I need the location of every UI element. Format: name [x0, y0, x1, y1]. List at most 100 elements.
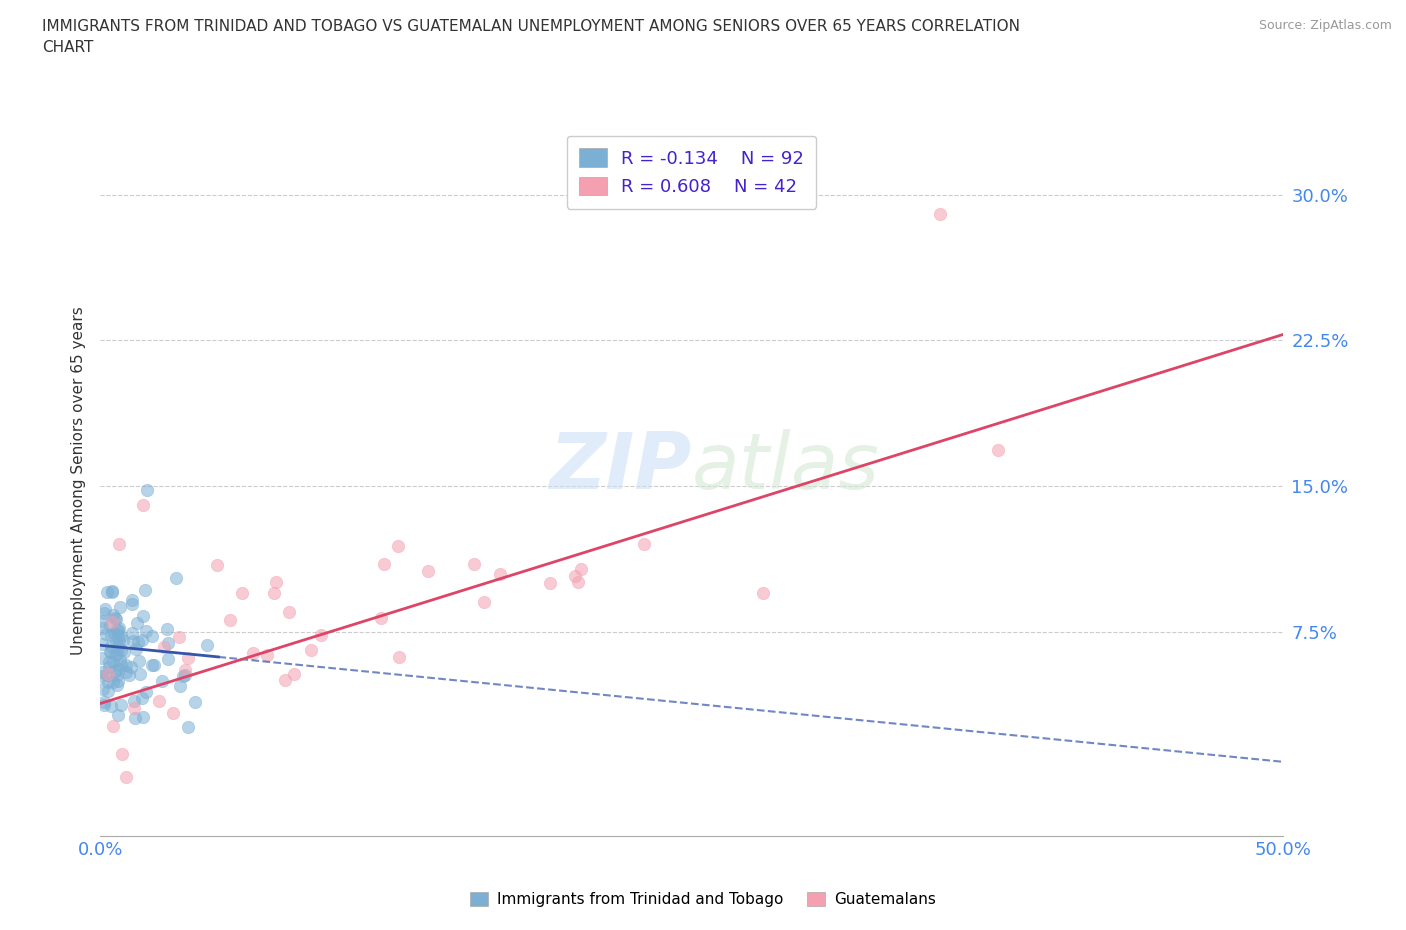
Point: [96, 584, 118, 599]
Legend: Immigrants from Trinidad and Tobago, Guatemalans: Immigrants from Trinidad and Tobago, Gua…: [464, 885, 942, 913]
Point: [231, 585, 253, 600]
Point: [128, 667, 150, 682]
Point: [131, 632, 153, 647]
Point: [474, 595, 496, 610]
Point: [108, 621, 131, 636]
Point: [105, 647, 128, 662]
Point: [91, 620, 114, 635]
Point: [100, 638, 122, 653]
Point: [111, 747, 134, 762]
Legend: R = -0.134    N = 92, R = 0.608    N = 42: R = -0.134 N = 92, R = 0.608 N = 42: [567, 136, 817, 208]
Point: [128, 654, 150, 669]
Point: [157, 652, 180, 667]
Point: [157, 635, 180, 650]
Point: [132, 608, 155, 623]
Point: [91, 682, 114, 697]
Point: [100, 627, 122, 642]
Point: [148, 694, 170, 709]
Point: [177, 719, 200, 734]
Point: [172, 669, 194, 684]
Point: [751, 585, 773, 600]
Point: [388, 649, 411, 664]
Point: [121, 596, 143, 611]
Point: [132, 710, 155, 724]
Point: [986, 442, 1008, 457]
Point: [108, 537, 131, 551]
Point: [121, 633, 143, 648]
Point: [104, 611, 127, 626]
Point: [283, 667, 305, 682]
Text: Source: ZipAtlas.com: Source: ZipAtlas.com: [1258, 19, 1392, 32]
Point: [93, 695, 115, 710]
Point: [118, 668, 141, 683]
Point: [120, 659, 142, 674]
Point: [103, 626, 125, 641]
Point: [141, 658, 163, 672]
Point: [105, 678, 128, 693]
Text: atlas: atlas: [692, 429, 880, 505]
Point: [387, 538, 409, 553]
Point: [122, 700, 145, 715]
Point: [463, 557, 485, 572]
Point: [107, 634, 129, 649]
Point: [115, 770, 138, 785]
Point: [567, 575, 589, 590]
Point: [128, 634, 150, 649]
Point: [278, 604, 301, 619]
Point: [153, 640, 176, 655]
Point: [97, 674, 120, 689]
Point: [195, 638, 218, 653]
Point: [122, 693, 145, 708]
Point: [416, 564, 439, 578]
Point: [98, 618, 121, 632]
Point: [107, 674, 129, 689]
Point: [132, 498, 155, 512]
Point: [97, 684, 120, 698]
Point: [108, 600, 131, 615]
Point: [98, 659, 121, 674]
Point: [101, 583, 124, 598]
Point: [104, 647, 127, 662]
Point: [107, 629, 129, 644]
Point: [93, 605, 115, 620]
Point: [103, 674, 125, 689]
Point: [205, 557, 228, 572]
Point: [131, 690, 153, 705]
Point: [105, 622, 128, 637]
Point: [101, 608, 124, 623]
Point: [103, 655, 125, 670]
Point: [104, 663, 127, 678]
Point: [96, 668, 118, 683]
Point: [94, 602, 117, 617]
Point: [114, 664, 136, 679]
Point: [101, 585, 124, 600]
Point: [110, 658, 132, 673]
Point: [110, 698, 132, 712]
Point: [104, 635, 127, 650]
Point: [184, 695, 207, 710]
Point: [263, 586, 285, 601]
Point: [135, 684, 157, 699]
Point: [91, 669, 114, 684]
Point: [125, 642, 148, 657]
Point: [165, 571, 187, 586]
Point: [110, 643, 132, 658]
Point: [134, 582, 156, 597]
Point: [156, 622, 179, 637]
Point: [121, 592, 143, 607]
Point: [100, 644, 122, 658]
Point: [150, 673, 173, 688]
Point: [107, 623, 129, 638]
Point: [242, 645, 264, 660]
Point: [125, 616, 148, 631]
Point: [564, 568, 586, 583]
Point: [98, 655, 121, 670]
Point: [311, 628, 333, 643]
Point: [91, 665, 114, 680]
Point: [100, 615, 122, 630]
Point: [538, 576, 561, 591]
Text: ZIP: ZIP: [550, 429, 692, 505]
Point: [173, 662, 195, 677]
Point: [142, 658, 165, 672]
Y-axis label: Unemployment Among Seniors over 65 years: Unemployment Among Seniors over 65 years: [72, 307, 86, 656]
